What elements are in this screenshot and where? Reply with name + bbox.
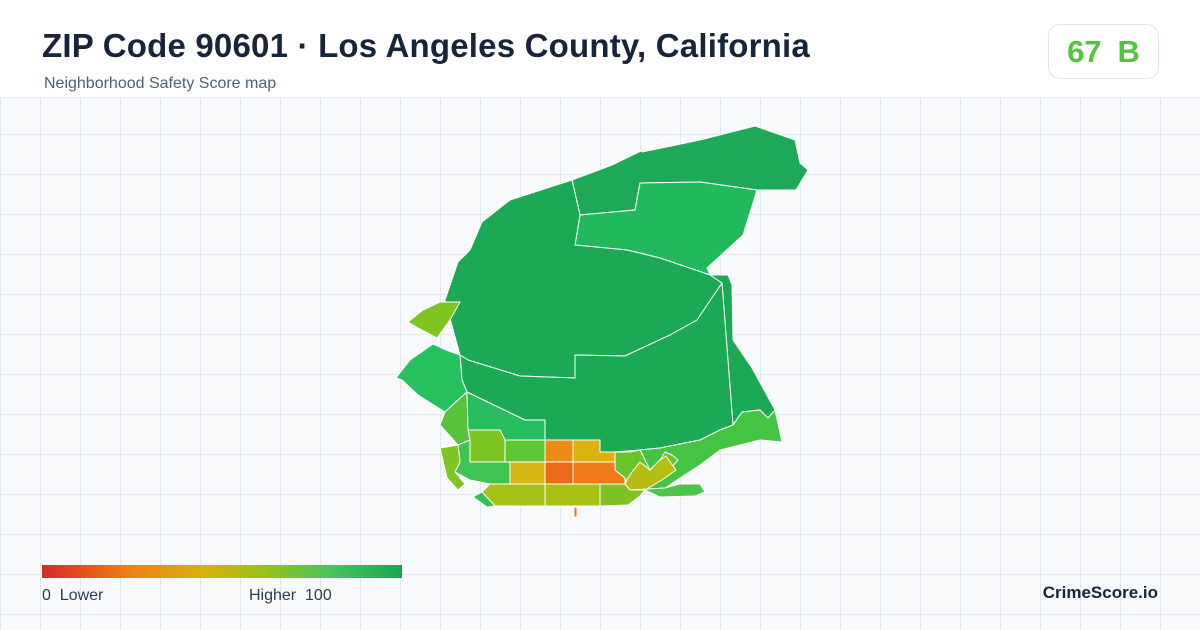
map-region-southeast-bottom[interactable] <box>629 483 706 498</box>
map-region-block-a[interactable] <box>467 429 506 463</box>
map-region-block-c[interactable] <box>544 439 574 463</box>
map-region-south-strip-east[interactable] <box>599 483 646 507</box>
legend-min-label: Lower <box>59 587 104 604</box>
page-subtitle: Neighborhood Safety Score map <box>44 75 277 92</box>
safety-score-badge: 67 B <box>1048 24 1159 79</box>
page-title: ZIP Code 90601 · Los Angeles County, Cal… <box>42 27 810 64</box>
map-region-block-g[interactable] <box>509 461 546 485</box>
map-region-southwest-tip[interactable] <box>472 491 496 508</box>
legend-min: 0 Lower <box>42 587 103 605</box>
score-grade: B <box>1117 33 1140 69</box>
legend-min-value: 0 <box>42 587 51 604</box>
brand-logo-text: CrimeScore.io <box>1042 583 1158 602</box>
header-bar: ZIP Code 90601 · Los Angeles County, Cal… <box>0 0 1200 98</box>
map-region-block-f[interactable] <box>439 444 466 491</box>
map-region-block-h[interactable] <box>544 461 574 485</box>
legend-color-scale <box>42 565 402 578</box>
map-region-block-b[interactable] <box>504 439 546 463</box>
map-region-south-strip-west[interactable] <box>481 483 546 507</box>
legend-max: Higher 100 <box>249 587 332 605</box>
map-region-south-spike[interactable] <box>573 506 578 518</box>
map-region-west-lobe[interactable] <box>407 301 461 339</box>
legend-max-label: Higher <box>249 587 297 604</box>
score-value: 67 <box>1067 33 1102 69</box>
legend-max-value: 100 <box>305 587 332 604</box>
map-region-south-strip-center[interactable] <box>544 483 601 507</box>
